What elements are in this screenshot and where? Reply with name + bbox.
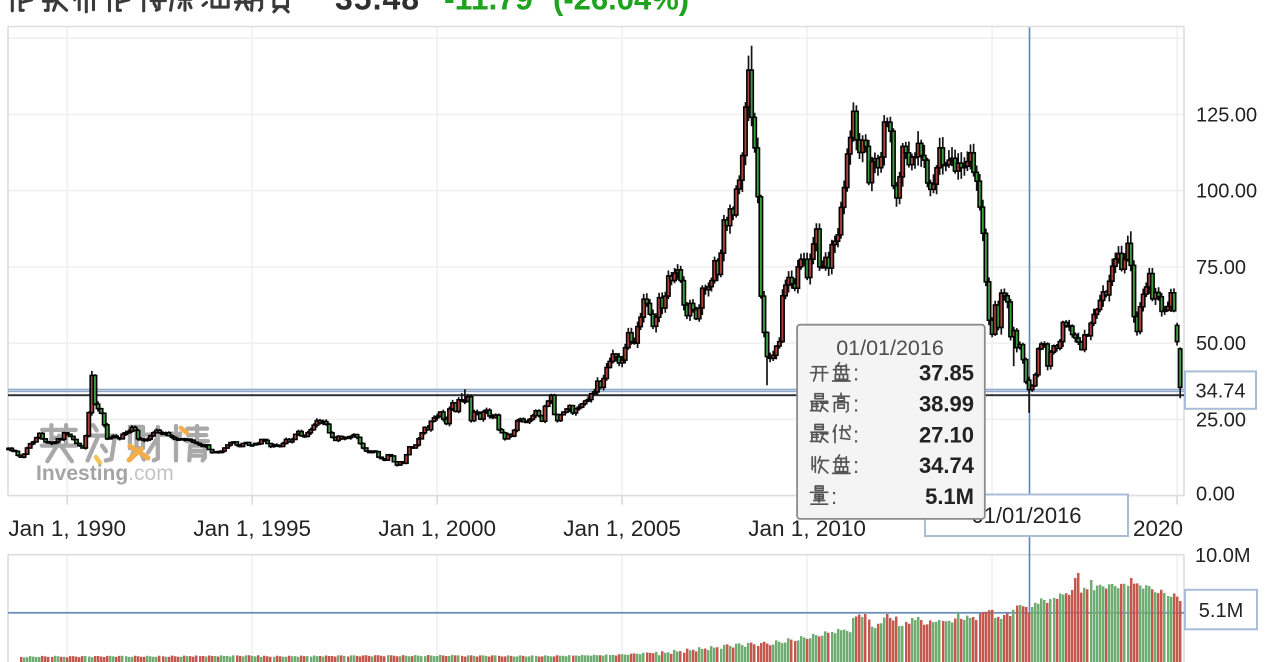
svg-text:2020: 2020 [1133,516,1183,541]
svg-text:0.00: 0.00 [1196,484,1235,506]
svg-text:38.99: 38.99 [919,392,974,417]
svg-text:01/01/2016: 01/01/2016 [971,503,1081,528]
svg-text:-11.79: -11.79 [444,0,533,17]
svg-text:5.1M: 5.1M [925,484,974,509]
svg-text:35.48: 35.48 [335,0,420,17]
svg-text:5.1M: 5.1M [1199,600,1243,622]
svg-text::: : [853,453,859,478]
svg-text::: : [853,361,859,386]
svg-text::: : [831,484,837,509]
svg-text:34.74: 34.74 [1195,380,1245,402]
svg-text::: : [853,392,859,417]
svg-text:Investing.com: Investing.com [36,462,174,485]
svg-text:50.00: 50.00 [1196,333,1246,355]
svg-text:34.74: 34.74 [919,453,975,478]
svg-text:Jan 1, 2000: Jan 1, 2000 [378,516,496,541]
svg-text:100.00: 100.00 [1196,181,1257,203]
svg-text:Jan 1, 2010: Jan 1, 2010 [748,516,866,541]
svg-text:27.10: 27.10 [919,422,974,447]
svg-text:25.00: 25.00 [1196,409,1246,431]
svg-text:Jan 1, 1990: Jan 1, 1990 [8,516,126,541]
svg-text:75.00: 75.00 [1196,257,1246,279]
svg-text:Jan 1, 2005: Jan 1, 2005 [563,516,681,541]
svg-text:Jan 1, 1995: Jan 1, 1995 [193,516,311,541]
svg-text:37.85: 37.85 [919,361,974,386]
svg-text:(-26.04%): (-26.04%) [553,0,689,17]
svg-text:125.00: 125.00 [1196,104,1257,126]
svg-text:01/01/2016: 01/01/2016 [836,336,944,360]
svg-text:10.0M: 10.0M [1195,545,1251,567]
svg-text::: : [853,422,859,447]
